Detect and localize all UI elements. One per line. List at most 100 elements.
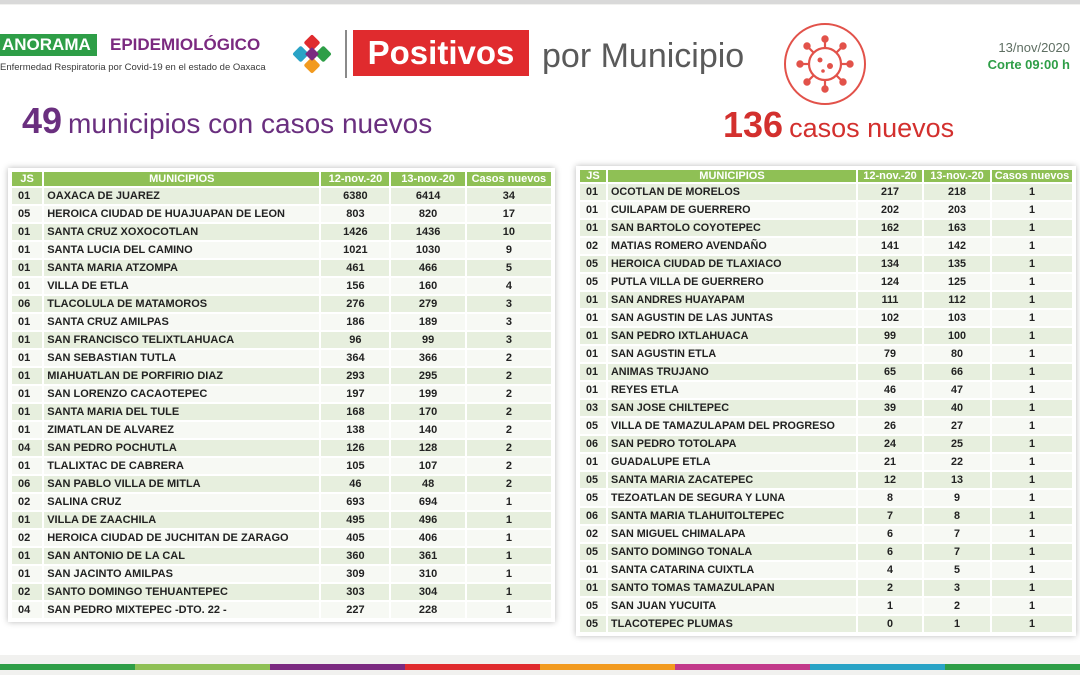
page-title: por Municipio xyxy=(542,37,745,75)
table-row: 02 SAN MIGUEL CHIMALAPA 6 7 1 xyxy=(580,526,1072,542)
cell-12nov: 6 xyxy=(858,544,922,560)
cases-summary: 136 casos nuevos xyxy=(723,104,954,146)
cell-12nov: 39 xyxy=(858,400,922,416)
cell-js: 01 xyxy=(12,548,43,564)
cell-13nov: 406 xyxy=(391,530,465,546)
cell-municipio: SANTO TOMAS TAMAZULAPAN xyxy=(608,580,856,596)
cell-casos-nuevos: 1 xyxy=(992,274,1072,290)
cell-js: 01 xyxy=(12,224,43,240)
table-row: 05 TLACOTEPEC PLUMAS 0 1 1 xyxy=(580,616,1072,632)
cell-casos-nuevos: 1 xyxy=(992,454,1072,470)
cell-casos-nuevos: 1 xyxy=(992,544,1072,560)
cell-js: 01 xyxy=(12,404,43,420)
table-row: 01 SAN AGUSTIN ETLA 79 80 1 xyxy=(580,346,1072,362)
cell-13nov: 694 xyxy=(391,494,465,510)
cell-13nov: 125 xyxy=(924,274,990,290)
cell-municipio: GUADALUPE ETLA xyxy=(608,454,856,470)
cell-12nov: 162 xyxy=(858,220,922,236)
table-row: 05 SANTA MARIA ZACATEPEC 12 13 1 xyxy=(580,472,1072,488)
cell-13nov: 13 xyxy=(924,472,990,488)
table-row: 06 SANTA MARIA TLAHUITOLTEPEC 7 8 1 xyxy=(580,508,1072,524)
cell-12nov: 495 xyxy=(321,512,390,528)
cell-casos-nuevos: 1 xyxy=(992,328,1072,344)
cell-js: 01 xyxy=(580,202,606,218)
cell-casos-nuevos: 1 xyxy=(466,512,551,528)
cell-13nov: 128 xyxy=(391,440,465,456)
cell-municipio: SAN LORENZO CACAOTEPEC xyxy=(44,386,320,402)
table-row: 01 SANTA CRUZ XOXOCOTLAN 1426 1436 10 xyxy=(12,224,551,240)
cell-municipio: TLACOLULA DE MATAMOROS xyxy=(44,296,320,312)
cell-municipio: SAN MIGUEL CHIMALAPA xyxy=(608,526,856,542)
table-row: 01 GUADALUPE ETLA 21 22 1 xyxy=(580,454,1072,470)
cell-casos-nuevos: 2 xyxy=(466,422,551,438)
cell-js: 01 xyxy=(580,310,606,326)
cell-js: 05 xyxy=(580,472,606,488)
table-row: 05 TEZOATLAN DE SEGURA Y LUNA 8 9 1 xyxy=(580,490,1072,506)
cell-12nov: 360 xyxy=(321,548,390,564)
cell-12nov: 693 xyxy=(321,494,390,510)
cell-municipio: ANIMAS TRUJANO xyxy=(608,364,856,380)
cell-municipio: SANTA CATARINA CUIXTLA xyxy=(608,562,856,578)
cell-casos-nuevos: 1 xyxy=(992,220,1072,236)
cell-12nov: 405 xyxy=(321,530,390,546)
cell-casos-nuevos: 1 xyxy=(466,494,551,510)
table-header-row: JS MUNICIPIOS 12-nov.-20 13-nov.-20 Caso… xyxy=(12,172,551,186)
table-row: 05 SANTO DOMINGO TONALA 6 7 1 xyxy=(580,544,1072,560)
table-row: 01 REYES ETLA 46 47 1 xyxy=(580,382,1072,398)
cell-js: 01 xyxy=(12,314,43,330)
cell-js: 06 xyxy=(580,436,606,452)
cell-municipio: ZIMATLAN DE ALVAREZ xyxy=(44,422,320,438)
brand-banner: ANORAMA EPIDEMIOLÓGICO xyxy=(0,34,290,56)
cell-13nov: 218 xyxy=(924,184,990,200)
cell-municipio: SAN SEBASTIAN TUTLA xyxy=(44,350,320,366)
cell-13nov: 1 xyxy=(924,616,990,632)
cell-js: 01 xyxy=(12,386,43,402)
cell-13nov: 160 xyxy=(391,278,465,294)
table-row: 02 MATIAS ROMERO AVENDAÑO 141 142 1 xyxy=(580,238,1072,254)
cell-js: 01 xyxy=(580,220,606,236)
cutoff-time: Corte 09:00 h xyxy=(987,57,1070,72)
brand-panorama: ANORAMA xyxy=(0,34,97,56)
cell-casos-nuevos: 2 xyxy=(466,350,551,366)
cell-municipio: SAN AGUSTIN DE LAS JUNTAS xyxy=(608,310,856,326)
cell-casos-nuevos: 1 xyxy=(466,530,551,546)
cell-13nov: 7 xyxy=(924,526,990,542)
cell-12nov: 102 xyxy=(858,310,922,326)
cell-municipio: MIAHUATLAN DE PORFIRIO DIAZ xyxy=(44,368,320,384)
cell-municipio: VILLA DE TAMAZULAPAM DEL PROGRESO xyxy=(608,418,856,434)
municipios-table-right: JS MUNICIPIOS 12-nov.-20 13-nov.-20 Caso… xyxy=(576,166,1076,636)
cell-js: 02 xyxy=(12,530,43,546)
top-border xyxy=(0,0,1080,4)
cell-13nov: 112 xyxy=(924,292,990,308)
footer-stripe-segment xyxy=(135,664,270,670)
cell-12nov: 168 xyxy=(321,404,390,420)
cell-12nov: 138 xyxy=(321,422,390,438)
cell-casos-nuevos: 9 xyxy=(466,242,551,258)
cell-municipio: REYES ETLA xyxy=(608,382,856,398)
cell-13nov: 107 xyxy=(391,458,465,474)
col-casos-nuevos: Casos nuevos xyxy=(992,170,1072,182)
cell-js: 01 xyxy=(580,580,606,596)
cell-js: 04 xyxy=(12,440,43,456)
cell-12nov: 105 xyxy=(321,458,390,474)
cell-12nov: 65 xyxy=(858,364,922,380)
cell-12nov: 217 xyxy=(858,184,922,200)
cell-12nov: 12 xyxy=(858,472,922,488)
cell-13nov: 9 xyxy=(924,490,990,506)
table-row: 02 SANTO DOMINGO TEHUANTEPEC 303 304 1 xyxy=(12,584,551,600)
cell-js: 01 xyxy=(580,562,606,578)
cell-12nov: 141 xyxy=(858,238,922,254)
cell-12nov: 803 xyxy=(321,206,390,222)
table-row: 01 SAN PEDRO IXTLAHUACA 99 100 1 xyxy=(580,328,1072,344)
footer-stripe-segment xyxy=(810,664,945,670)
table-row: 01 VILLA DE ZAACHILA 495 496 1 xyxy=(12,512,551,528)
cell-13nov: 279 xyxy=(391,296,465,312)
cell-municipio: SAN PEDRO POCHUTLA xyxy=(44,440,320,456)
cell-13nov: 304 xyxy=(391,584,465,600)
table-row: 01 ANIMAS TRUJANO 65 66 1 xyxy=(580,364,1072,380)
cell-12nov: 46 xyxy=(858,382,922,398)
cell-casos-nuevos: 1 xyxy=(992,202,1072,218)
table-row: 01 SAN AGUSTIN DE LAS JUNTAS 102 103 1 xyxy=(580,310,1072,326)
cell-13nov: 361 xyxy=(391,548,465,564)
municipios-table-left: JS MUNICIPIOS 12-nov.-20 13-nov.-20 Caso… xyxy=(8,168,555,622)
